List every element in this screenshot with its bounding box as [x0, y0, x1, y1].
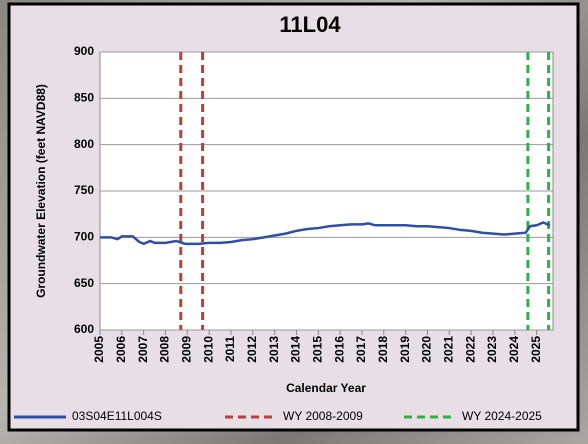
x-tick-label: 2013: [267, 336, 281, 363]
legend-label: 03S04E11L004S: [72, 409, 162, 423]
x-tick-label: 2024: [507, 336, 521, 363]
x-tick-label: 2025: [529, 336, 543, 363]
x-tick-label: 2021: [441, 336, 455, 363]
y-axis-label: Groundwater Elevation (feet NAVD88): [34, 84, 48, 298]
x-tick-label: 2018: [376, 336, 390, 363]
x-tick-label: 2006: [114, 336, 128, 363]
x-axis-label: Calendar Year: [286, 381, 366, 395]
x-tick-label: 2009: [179, 336, 193, 363]
x-tick-label: 2014: [289, 336, 303, 363]
x-tick-label: 2010: [201, 336, 215, 363]
chart-title: 11L04: [279, 12, 341, 37]
x-tick-label: 2023: [485, 336, 499, 363]
x-tick-label: 2011: [223, 336, 237, 362]
legend-label: WY 2008-2009: [283, 409, 363, 423]
y-tick-label: 900: [74, 44, 94, 58]
data-line: [100, 221, 551, 246]
y-tick-label: 800: [74, 137, 94, 151]
y-tick-label: 700: [74, 230, 94, 244]
x-tick-label: 2015: [310, 336, 324, 363]
x-tick-label: 2019: [398, 336, 412, 363]
y-tick-label: 750: [74, 183, 94, 197]
x-tick-label: 2020: [420, 336, 434, 363]
x-tick-label: 2007: [136, 336, 150, 363]
legend-label: WY 2024-2025: [462, 409, 542, 423]
y-tick-label: 650: [74, 276, 94, 290]
x-tick-label: 2022: [463, 336, 477, 363]
x-tick-label: 2008: [158, 336, 172, 363]
x-tick-label: 2005: [92, 336, 106, 363]
y-tick-label: 600: [74, 322, 94, 336]
x-tick-label: 2016: [332, 336, 346, 363]
y-tick-label: 850: [74, 91, 94, 105]
x-tick-label: 2017: [354, 336, 368, 363]
x-tick-label: 2012: [245, 336, 259, 363]
